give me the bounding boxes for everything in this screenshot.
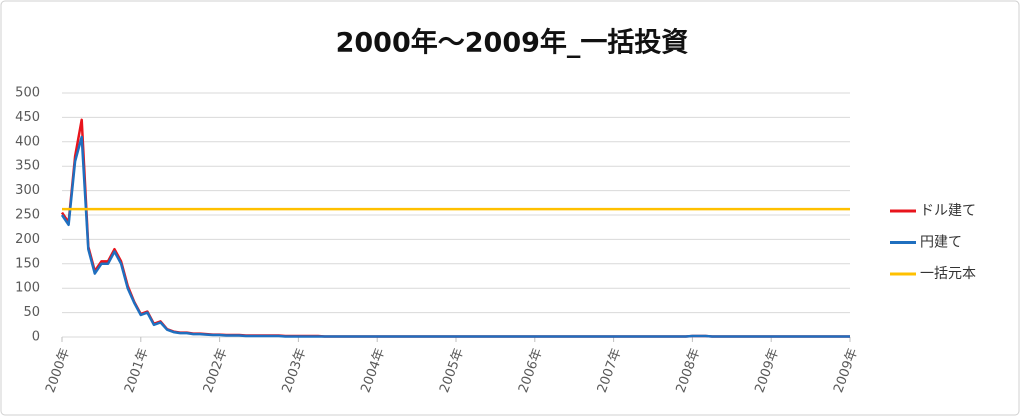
- y-tick-label: 50: [23, 305, 40, 320]
- y-tick-label: 400: [15, 134, 40, 149]
- y-tick-label: 100: [15, 281, 40, 296]
- y-tick-label: 300: [15, 183, 40, 198]
- y-tick-label: 450: [15, 110, 40, 125]
- y-tick-label: 250: [15, 208, 40, 223]
- y-tick-label: 200: [15, 232, 40, 247]
- y-tick-label: 0: [32, 330, 40, 345]
- series-line: [60, 135, 850, 338]
- legend-label: 一括元本: [920, 266, 976, 282]
- y-tick-label: 500: [15, 86, 40, 101]
- y-tick-label: 350: [15, 159, 40, 174]
- y-tick-label: 150: [15, 256, 40, 271]
- chart-title: 2000年～2009年_一括投資: [336, 27, 689, 59]
- legend-label: 円建て: [920, 235, 962, 251]
- legend-label: ドル建て: [920, 203, 976, 219]
